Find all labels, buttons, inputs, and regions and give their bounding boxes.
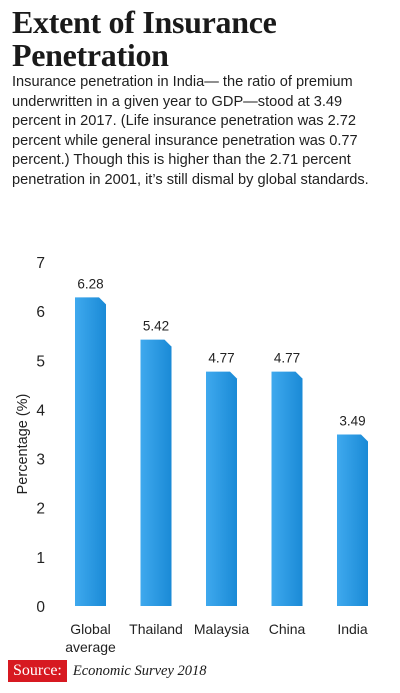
category-label: China [269, 621, 306, 637]
y-tick-label: 3 [36, 452, 45, 469]
data-label: 6.28 [77, 276, 103, 291]
y-tick-label: 7 [36, 255, 45, 272]
source-label: Source: [8, 660, 67, 682]
bar [271, 371, 303, 606]
category-label: Malaysia [194, 621, 249, 637]
data-label: 3.49 [339, 413, 365, 428]
bar [140, 339, 172, 606]
y-tick-label: 1 [36, 550, 45, 567]
bar [75, 297, 106, 606]
y-tick-label: 6 [36, 304, 45, 321]
bar [337, 434, 368, 606]
category-label: Global [70, 621, 110, 637]
source-line: Source: Economic Survey 2018 [8, 659, 207, 683]
chart-title: Extent of Insurance Penetration [12, 4, 277, 73]
data-label: 4.77 [274, 351, 300, 366]
category-label: India [337, 621, 368, 637]
chart-description: Insurance penetration in India— the rati… [12, 74, 369, 188]
category-label: Thailand [129, 621, 183, 637]
source-text: Economic Survey 2018 [72, 662, 207, 679]
category-label: average [65, 639, 116, 655]
y-tick-label: 2 [36, 501, 45, 518]
data-label: 4.77 [208, 351, 234, 366]
y-tick-label: 4 [36, 402, 45, 419]
y-axis-label: Percentage (%) [15, 394, 31, 495]
y-tick-label: 5 [36, 353, 45, 370]
data-label: 5.42 [143, 319, 169, 334]
y-tick-label: 0 [36, 599, 45, 616]
bar [206, 371, 237, 606]
